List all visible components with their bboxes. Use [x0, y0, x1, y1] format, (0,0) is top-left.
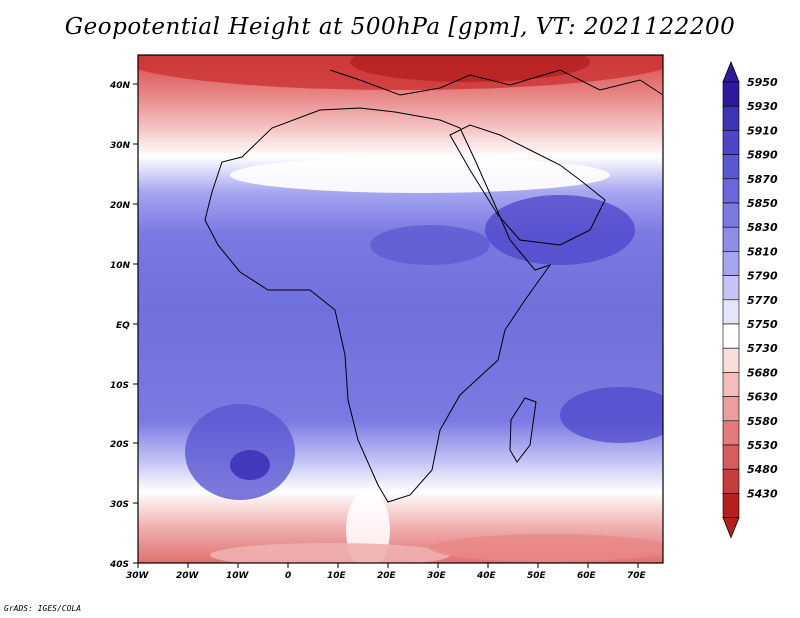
- colorbar-label: 5830: [747, 221, 778, 234]
- lat-label: EQ: [116, 321, 130, 331]
- colorbar-label: 5430: [747, 487, 778, 500]
- colorbar-swatch: [722, 444, 740, 470]
- colorbar-swatch: [722, 178, 740, 204]
- lat-label: 30N: [110, 141, 131, 151]
- lon-label: 10E: [327, 571, 347, 581]
- colorbar-swatch: [722, 396, 740, 422]
- colorbar-label: 5950: [747, 76, 778, 89]
- colorbar-swatch: [722, 154, 740, 180]
- lon-label: 70E: [627, 571, 647, 581]
- colorbar: 5950 5930 5910 5890 5870 5850 5830 5810 5790 5770…: [722, 60, 778, 539]
- lon-label: 40E: [476, 571, 497, 581]
- lat-axis: 40N 30N 20N 10N EQ 10S 20S 30S 40S: [109, 81, 138, 570]
- colorbar-label: 5580: [747, 415, 778, 428]
- colorbar-label: 5530: [747, 439, 778, 452]
- lon-label: 20E: [377, 571, 397, 581]
- colorbar-label: 5770: [747, 294, 778, 307]
- colorbar-label: 5890: [747, 149, 778, 162]
- colorbar-label: 5680: [747, 366, 778, 379]
- colorbar-swatch: [722, 323, 740, 349]
- colorbar-swatch: [722, 105, 740, 131]
- colorbar-label: 5870: [747, 173, 778, 186]
- lat-label: 10S: [110, 381, 129, 391]
- colorbar-label: 5930: [747, 100, 778, 113]
- lon-label: 10W: [226, 571, 250, 581]
- grads-credit: GrADS: IGES/COLA: [4, 604, 82, 613]
- colorbar-label: 5910: [747, 124, 778, 137]
- colorbar-label: 5480: [747, 463, 778, 476]
- colorbar-label: 5730: [747, 342, 778, 355]
- colorbar-swatch: [722, 202, 740, 228]
- colorbar-arrow-top: [722, 60, 740, 83]
- lon-label: 50E: [527, 571, 547, 581]
- lon-label: 60E: [577, 571, 597, 581]
- lon-label: 0: [285, 571, 291, 581]
- colorbar-swatch: [722, 226, 740, 252]
- colorbar-label: 5750: [747, 318, 778, 331]
- lat-label: 10N: [110, 261, 131, 271]
- coastlines: [204, 69, 664, 503]
- lon-label: 30W: [126, 571, 150, 581]
- colorbar-swatch: [722, 372, 740, 397]
- colorbar-label: 5790: [747, 270, 778, 283]
- lat-label: 30S: [110, 500, 129, 510]
- colorbar-swatch: [722, 493, 740, 518]
- colorbar-swatch: [722, 130, 740, 155]
- lon-label: 20W: [176, 571, 200, 581]
- map-frame: [137, 54, 664, 564]
- lon-label: 30E: [427, 571, 447, 581]
- lat-label: 20N: [110, 201, 131, 211]
- colorbar-swatch: [722, 81, 740, 107]
- map-title: Geopotential Height at 500hPa [gpm], VT:…: [64, 14, 736, 40]
- lat-label: 40N: [109, 81, 131, 91]
- colorbar-swatch: [722, 468, 740, 494]
- colorbar-swatch: [722, 347, 740, 373]
- colorbar-swatch: [722, 420, 740, 446]
- colorbar-swatch: [722, 251, 740, 276]
- colorbar-label: 5850: [747, 197, 778, 210]
- colorbar-label: 5630: [747, 391, 778, 404]
- colorbar-swatch: [722, 275, 740, 301]
- colorbar-arrow-bottom: [722, 517, 740, 539]
- height-field: [138, 55, 663, 563]
- colorbar-label: 5810: [747, 245, 778, 258]
- colorbar-swatch: [722, 299, 740, 325]
- lat-label: 40S: [109, 560, 129, 570]
- lat-label: 20S: [110, 440, 129, 450]
- lon-axis: 30W 20W 10W 0 10E 20E 30E 40E 50E 60E 70…: [126, 563, 647, 581]
